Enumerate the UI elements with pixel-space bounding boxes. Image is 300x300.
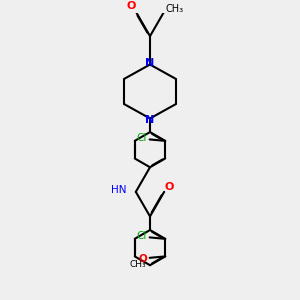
Text: N: N: [145, 115, 154, 125]
Text: Cl: Cl: [136, 231, 147, 241]
Text: CH₃: CH₃: [166, 4, 184, 14]
Text: HN: HN: [111, 185, 127, 195]
Text: O: O: [165, 182, 174, 192]
Text: N: N: [145, 58, 154, 68]
Text: Cl: Cl: [136, 133, 147, 143]
Text: CH₃: CH₃: [129, 260, 146, 268]
Text: O: O: [127, 2, 136, 11]
Text: O: O: [138, 254, 147, 264]
